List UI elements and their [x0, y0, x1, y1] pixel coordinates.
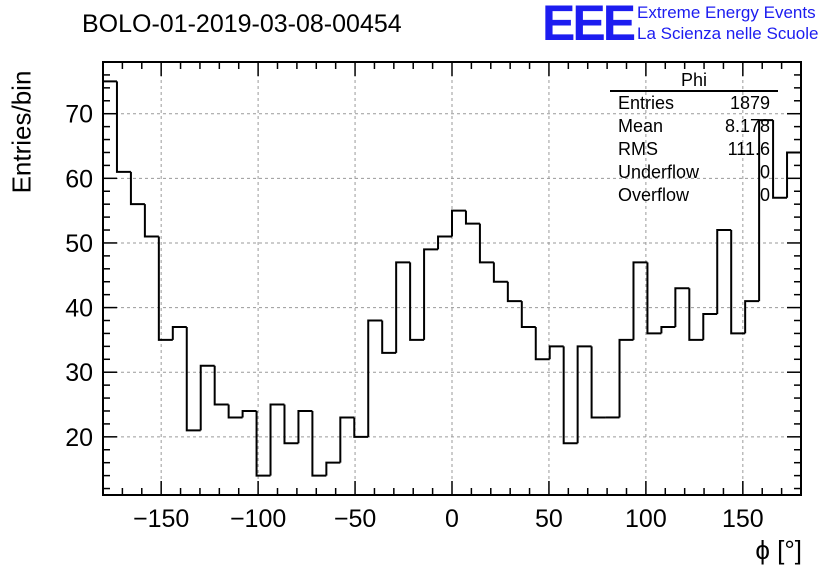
histogram-bin: [632, 261, 648, 340]
x-tick-label: −100: [230, 505, 286, 533]
stats-box: Phi Entries 1879 Mean 8.178 RMS 111.6 Underflo…: [610, 70, 778, 207]
histogram-bin: [562, 346, 578, 445]
histogram-bin: [618, 338, 634, 418]
histogram-bin: [213, 365, 229, 406]
histogram-bin: [451, 209, 466, 237]
histogram-bin: [367, 319, 383, 437]
histogram-bin: [325, 461, 341, 476]
histogram-bin: [129, 171, 145, 206]
axis-ticks: [102, 61, 802, 495]
stats-row: Mean 8.178: [610, 115, 778, 138]
stats-title: Phi: [610, 70, 778, 92]
histogram-bin: [409, 262, 425, 341]
histogram-bin: [297, 409, 313, 444]
x-tick-label: 0: [445, 505, 459, 533]
stats-value: 8.178: [724, 116, 770, 136]
histogram-bin: [716, 229, 732, 315]
histogram-bin: [115, 81, 131, 173]
x-tick-label: −50: [334, 505, 376, 533]
histogram-bin: [241, 409, 257, 418]
histogram-bin: [423, 248, 439, 340]
histogram-bin: [772, 120, 788, 199]
stats-row: RMS 111.6: [610, 138, 778, 161]
histogram-bin: [758, 119, 774, 302]
histogram-bin: [506, 281, 522, 303]
histogram-bin: [478, 223, 494, 264]
tick-labels: −150 −100 −50 0 50 100 150 20 30 40 50 60 70: [65, 101, 764, 533]
histogram-bin: [339, 416, 355, 463]
x-tick-label: 150: [722, 505, 764, 533]
histogram-bin: [143, 204, 159, 238]
stats-label: RMS: [618, 139, 658, 159]
y-tick-label: 60: [65, 165, 93, 193]
histogram-bin: [269, 403, 285, 476]
histogram-bin: [590, 346, 606, 419]
stats-value: 0: [759, 162, 770, 182]
histogram-bin: [702, 313, 718, 340]
stats-label: Mean: [618, 116, 664, 136]
histogram-bin: [646, 262, 662, 335]
y-tick-label: 30: [65, 359, 93, 387]
stats-rows: Entries 1879 Mean 8.178 RMS 111.6 Underflow 0 Ov…: [610, 92, 778, 207]
histogram-bin: [353, 417, 369, 438]
histogram-bin: [660, 325, 676, 334]
y-tick-label: 50: [65, 230, 93, 258]
chart-title: BOLO-01-2019-03-08-00454: [82, 10, 402, 38]
y-tick-label: 20: [65, 424, 93, 452]
stats-value: 1879: [729, 93, 770, 113]
histogram-bin: [311, 410, 327, 477]
y-axis-label: Entries/bin: [0, 71, 44, 194]
x-tick-label: 50: [535, 505, 563, 533]
histogram-bin: [534, 326, 550, 361]
stats-value: 0: [759, 185, 770, 205]
stats-label: Underflow: [618, 162, 700, 182]
histogram-bin: [227, 404, 243, 419]
logo-line-1: Extreme Energy Events: [637, 3, 816, 22]
histogram-bin: [548, 345, 564, 360]
y-tick-label: 40: [65, 295, 93, 323]
histogram-bin: [102, 80, 117, 495]
histogram-bin: [171, 325, 187, 340]
histogram-bin: [492, 262, 508, 283]
stats-row: Overflow 0: [610, 184, 778, 207]
histogram-bin: [576, 345, 592, 444]
x-axis-label: ϕ [°]: [755, 535, 802, 565]
histogram-bin: [730, 230, 746, 335]
eee-logo: EEE: [542, 0, 636, 51]
x-tick-label: 100: [625, 505, 667, 533]
histogram-bin: [674, 287, 690, 327]
stats-label: Overflow: [618, 185, 690, 205]
histogram-bin: [185, 326, 201, 432]
histogram-bin: [199, 364, 215, 431]
histogram-bin: [395, 261, 411, 353]
histogram-bin: [255, 410, 271, 477]
histogram-bin: [744, 300, 760, 334]
stats-value: 111.6: [727, 139, 770, 159]
histogram-bin: [437, 235, 452, 250]
logo-line-2: La Scienza nelle Scuole: [637, 24, 819, 43]
histogram-bin: [520, 301, 536, 328]
y-tick-label: 70: [65, 101, 93, 129]
y-axis-label-text: Entries/bin: [6, 70, 37, 194]
histogram-bin: [283, 404, 299, 445]
stats-label: Entries: [618, 93, 675, 113]
histogram-bin: [464, 210, 480, 225]
histogram-bin: [381, 320, 397, 354]
grid-lines: [103, 62, 801, 495]
x-tick-label: −150: [133, 505, 189, 533]
stats-row: Underflow 0: [610, 161, 778, 184]
histogram-bin: [688, 288, 704, 341]
stats-row: Entries 1879: [610, 92, 778, 115]
histogram-bin: [157, 236, 173, 341]
